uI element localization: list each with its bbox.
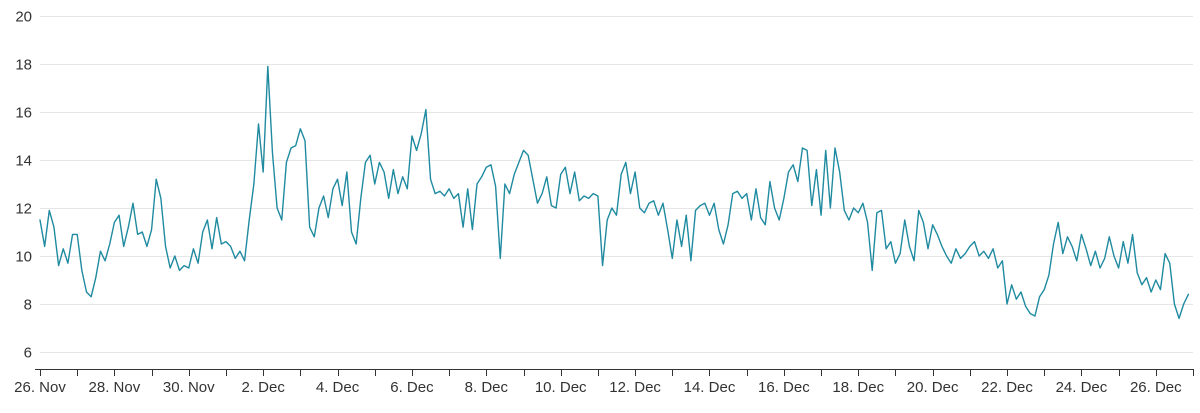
x-tick-label: 8. Dec <box>465 379 509 396</box>
series-line[interactable] <box>39 65 1190 320</box>
y-tick-label: 8 <box>24 297 32 314</box>
x-tick-label: 26. Nov <box>14 379 66 396</box>
x-tick-label: 30. Nov <box>163 379 215 396</box>
x-tick-label: 14. Dec <box>684 379 736 396</box>
y-tick-label: 14 <box>15 153 32 170</box>
x-tick-label: 2. Dec <box>241 379 285 396</box>
x-tick-label: 22. Dec <box>981 379 1033 396</box>
y-tick-label: 10 <box>15 249 32 266</box>
x-tick-label: 24. Dec <box>1056 379 1108 396</box>
x-tick-label: 10. Dec <box>535 379 587 396</box>
x-tick-label: 26. Dec <box>1130 379 1182 396</box>
y-tick-label: 12 <box>15 201 32 218</box>
x-tick-label: 4. Dec <box>316 379 360 396</box>
y-tick-label: 20 <box>15 9 32 26</box>
x-axis-labels: 26. Nov 28. Nov 30. Nov 2. Dec 4. Dec 6. Dec 8… <box>14 379 1182 396</box>
x-axis-ticks <box>40 369 1194 376</box>
y-axis-labels: 6 8 10 12 14 16 18 20 <box>15 9 32 362</box>
y-tick-label: 6 <box>24 345 32 362</box>
gridlines <box>40 16 1193 353</box>
x-tick-label: 18. Dec <box>832 379 884 396</box>
y-tick-label: 18 <box>15 57 32 74</box>
x-tick-label: 6. Dec <box>390 379 434 396</box>
y-tick-label: 16 <box>15 105 32 122</box>
x-tick-label: 16. Dec <box>758 379 810 396</box>
x-tick-label: 28. Nov <box>89 379 141 396</box>
x-tick-label: 12. Dec <box>609 379 661 396</box>
x-tick-label: 20. Dec <box>907 379 959 396</box>
